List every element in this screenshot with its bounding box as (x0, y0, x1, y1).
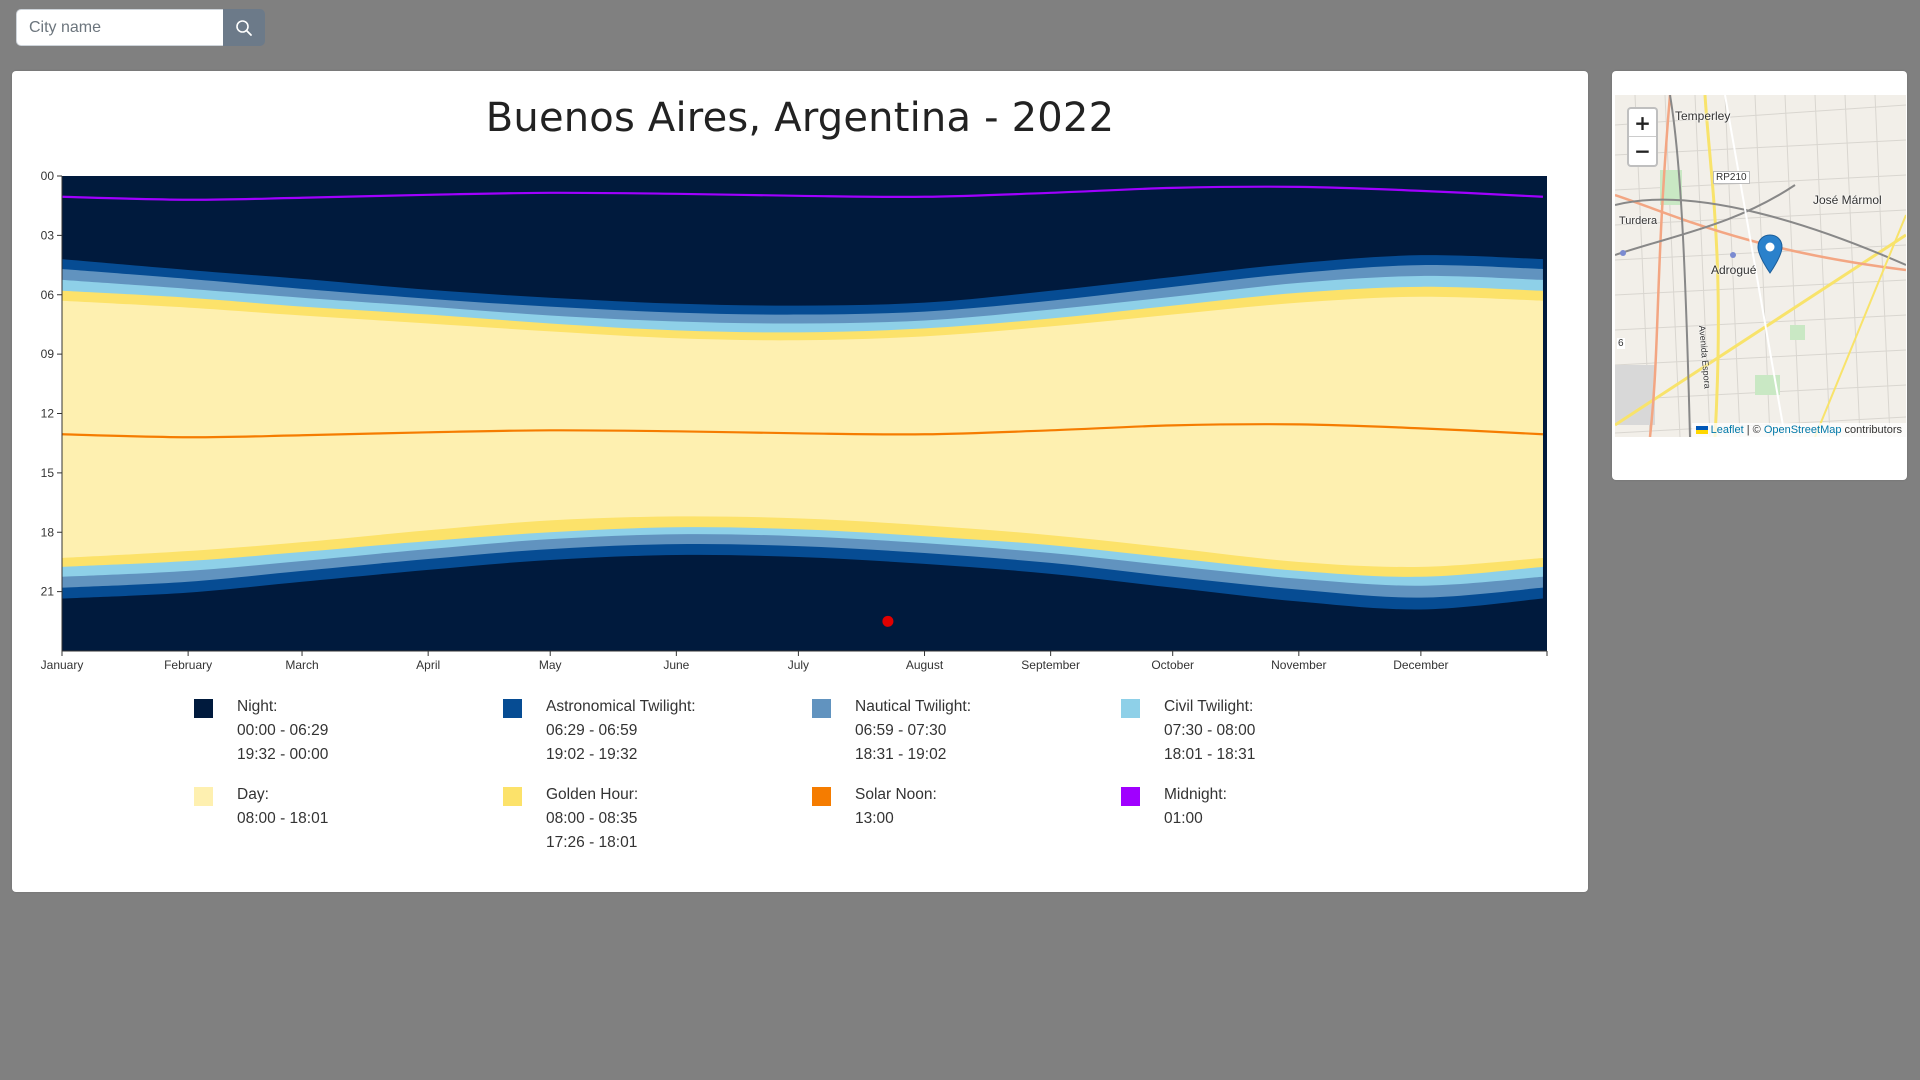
x-tick-label: August (906, 658, 944, 672)
zoom-control: + − (1627, 107, 1658, 167)
y-tick-label: 06 (41, 288, 55, 302)
x-tick-label: June (663, 658, 689, 672)
y-tick-label: 18 (41, 525, 55, 539)
search-icon (236, 19, 252, 36)
x-tick-label: April (416, 658, 440, 672)
y-tick-label: 12 (41, 407, 55, 421)
x-tick-label: December (1393, 658, 1448, 672)
y-tick-label: 15 (41, 466, 55, 480)
location-map[interactable]: Temperley José Mármol Turdera Adrogué RP… (1615, 95, 1906, 437)
y-tick-label: 21 (41, 585, 55, 599)
ukraine-flag-icon (1695, 426, 1708, 435)
map-label-rp210: RP210 (1713, 171, 1750, 184)
y-tick-label: 09 (41, 347, 55, 361)
x-tick-label: February (164, 658, 212, 672)
x-tick-label: September (1021, 658, 1080, 672)
solar-noon-line (61, 423, 1543, 439)
attribution-separator: | © (1743, 424, 1764, 436)
map-card: Temperley José Mármol Turdera Adrogué RP… (1612, 71, 1907, 480)
map-pin-icon[interactable] (1757, 234, 1783, 274)
today-marker (882, 615, 894, 627)
search-button[interactable] (223, 9, 265, 46)
day-band (62, 296, 1543, 567)
x-tick-label: October (1151, 658, 1194, 672)
x-tick-label: January (41, 658, 84, 672)
chart-title: Buenos Aires, Argentina - 2022 (485, 95, 1115, 141)
leaflet-link[interactable]: Leaflet (1710, 424, 1744, 436)
openstreetmap-link[interactable]: OpenStreetMap (1763, 424, 1842, 436)
x-tick-label: March (285, 658, 318, 672)
daylight-chart: 00 03 06 09 12 15 18 21 January February March Apri… (41, 169, 1548, 672)
map-label-jose-marmol: José Mármol (1813, 193, 1882, 207)
map-label-turdera: Turdera (1619, 215, 1658, 227)
map-label-adrogue: Adrogué (1711, 263, 1757, 277)
x-tick-label: May (539, 658, 562, 672)
map-label-route-6: 6 (1617, 338, 1625, 349)
map-attribution: Leaflet | © OpenStreetMap contributors (1691, 423, 1906, 437)
city-search (16, 9, 265, 46)
zoom-in-button[interactable]: + (1629, 109, 1656, 137)
midnight-line (61, 185, 1543, 201)
city-search-input[interactable] (16, 9, 223, 46)
y-tick-label: 00 (41, 169, 55, 183)
x-tick-label: November (1271, 658, 1326, 672)
chart-card: Buenos Aires, Argentina - 2022 00 03 06 09 1… (12, 71, 1588, 892)
map-label-temperley: Temperley (1675, 109, 1731, 123)
zoom-out-button[interactable]: − (1634, 139, 1651, 163)
y-tick-label: 03 (41, 228, 55, 242)
x-tick-label: July (788, 658, 809, 672)
map-tiles (1615, 95, 1906, 437)
attribution-suffix: contributors (1841, 424, 1902, 436)
